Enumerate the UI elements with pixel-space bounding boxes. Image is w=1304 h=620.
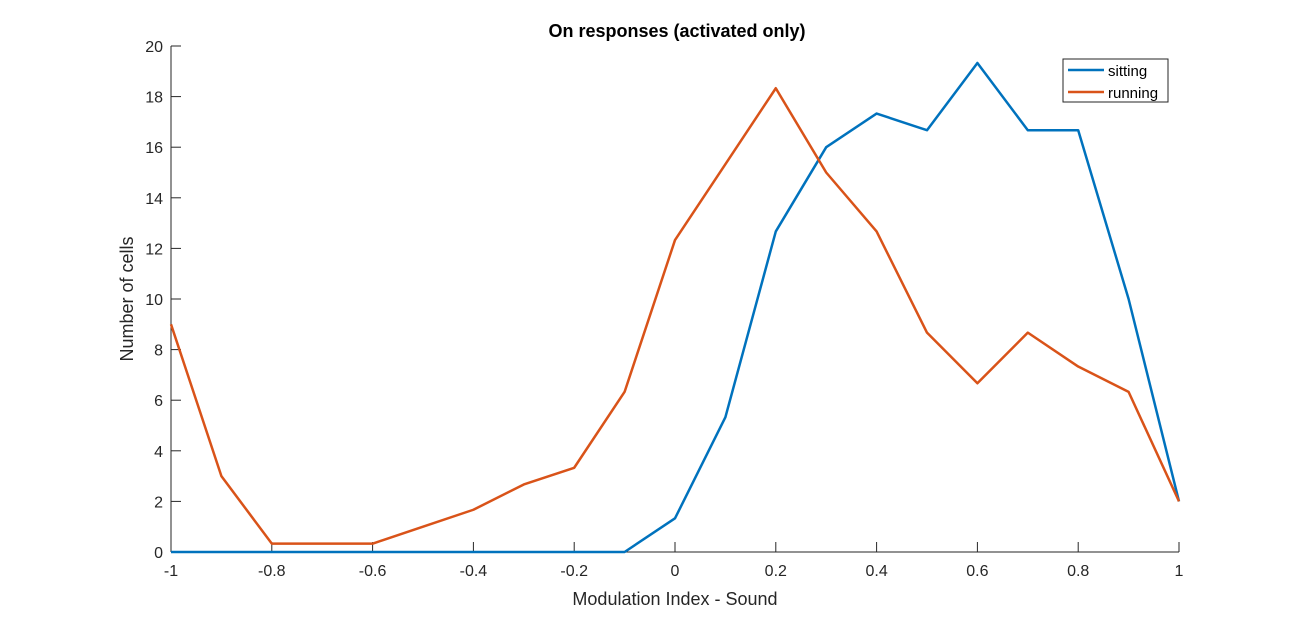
- y-tick-label: 6: [154, 393, 163, 410]
- x-tick-label: 0.8: [1067, 563, 1089, 580]
- y-tick-label: 18: [145, 90, 163, 107]
- y-axis: 0 2 4 6 8 10 12 14 16 18 20: [145, 39, 181, 562]
- legend-label-sitting: sitting: [1108, 63, 1147, 80]
- x-tick-label: 0.6: [966, 563, 988, 580]
- y-tick-label: 12: [145, 241, 163, 258]
- x-tick-label: -0.8: [258, 563, 286, 580]
- legend-label-running: running: [1108, 85, 1158, 102]
- y-tick-label: 16: [145, 140, 163, 157]
- x-tick-label: -0.4: [460, 563, 488, 580]
- y-tick-label: 10: [145, 292, 163, 309]
- x-tick-label: 0.4: [865, 563, 887, 580]
- y-tick-label: 4: [154, 444, 163, 461]
- series-layer: [169, 61, 1181, 554]
- y-tick-label: 2: [154, 494, 163, 511]
- y-tick-label: 14: [145, 191, 163, 208]
- legend-box: [1062, 58, 1169, 103]
- y-tick-label: 20: [145, 39, 163, 56]
- chart-title: On responses (activated only): [548, 21, 805, 41]
- x-tick-label: 1: [1175, 563, 1184, 580]
- y-tick-label: 8: [154, 343, 163, 360]
- legend: sitting running: [1062, 58, 1169, 103]
- x-tick-label: -0.6: [359, 563, 387, 580]
- y-tick-label: 0: [154, 545, 163, 562]
- series-line-running: [169, 87, 1181, 545]
- x-tick-label: -1: [164, 563, 178, 580]
- x-tick-label: 0: [671, 563, 680, 580]
- x-axis-label: Modulation Index - Sound: [572, 589, 777, 609]
- series-line-sitting: [171, 61, 1181, 554]
- x-tick-label: -0.2: [560, 563, 588, 580]
- x-tick-label: 0.2: [765, 563, 787, 580]
- y-axis-label: Number of cells: [117, 236, 137, 361]
- x-axis: -1 -0.8 -0.6 -0.4 -0.2 0 0.2 0.4 0.6 0.8 1: [164, 542, 1184, 580]
- plot-area: [170, 46, 1179, 553]
